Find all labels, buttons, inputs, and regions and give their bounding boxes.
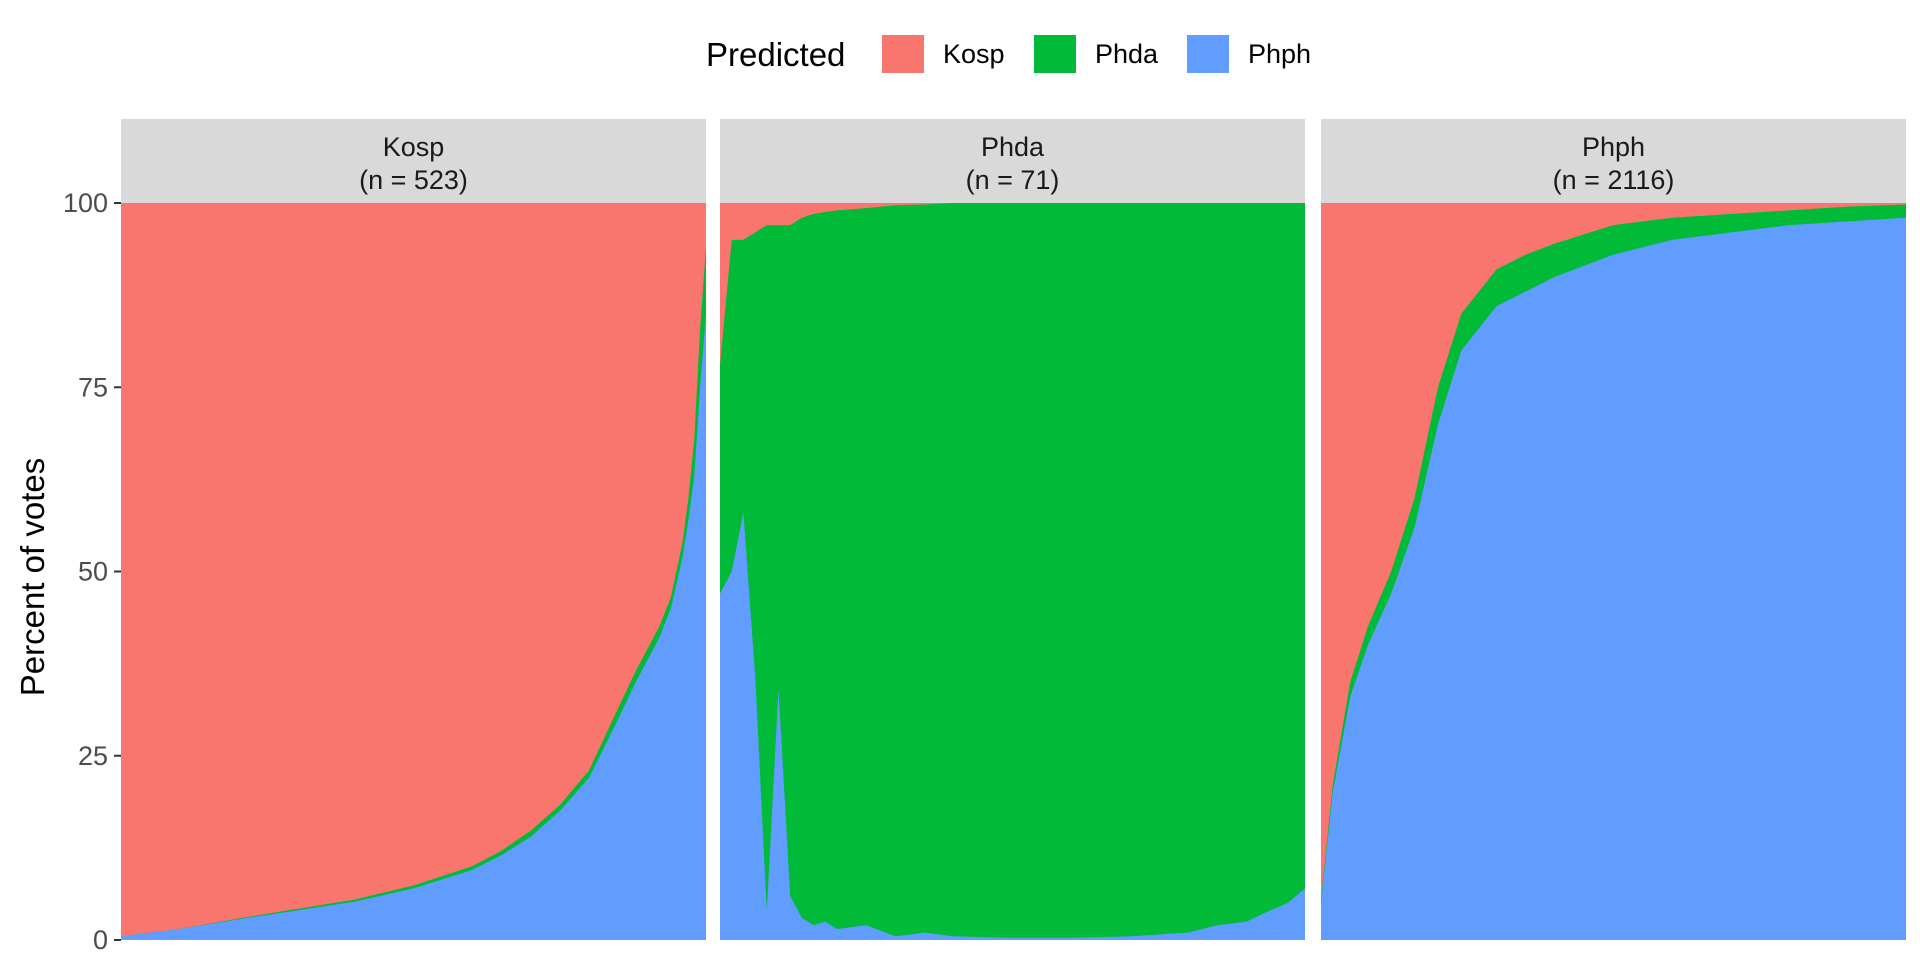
facet-count-phda: (n = 71)	[966, 165, 1060, 195]
legend-title: Predicted	[706, 36, 845, 73]
y-axis: 0 25 50 75 100	[63, 188, 121, 955]
y-tick-label-50: 50	[78, 557, 108, 587]
legend-label-kosp: Kosp	[943, 39, 1005, 69]
facet-title-phph: Phph	[1582, 132, 1645, 162]
facet-strip-phda	[720, 119, 1305, 203]
facet-title-kosp: Kosp	[383, 132, 445, 162]
area-phda-phda	[720, 203, 1305, 940]
legend: Predicted Kosp Phda Phph	[706, 35, 1311, 73]
area-phph-kosp	[121, 313, 706, 940]
legend-key-phph	[1187, 35, 1229, 73]
facet-kosp: Kosp(n = 523)	[121, 119, 706, 941]
legend-key-kosp	[882, 35, 924, 73]
facet-phda: Phda(n = 71)	[720, 119, 1305, 940]
legend-entry-phda: Phda	[1034, 35, 1159, 73]
facet-strip-phph	[1321, 119, 1906, 203]
legend-key-phda	[1034, 35, 1076, 73]
facet-title-phda: Phda	[981, 132, 1045, 162]
facet-count-kosp: (n = 523)	[359, 165, 468, 195]
y-tick-label-25: 25	[78, 741, 108, 771]
area-phph-phda	[720, 512, 1305, 940]
facet-phph: Phph(n = 2116)	[1321, 119, 1906, 941]
y-tick-label-75: 75	[78, 372, 108, 402]
legend-label-phph: Phph	[1248, 39, 1311, 69]
y-tick-label-100: 100	[63, 188, 108, 218]
facet-count-phph: (n = 2116)	[1553, 165, 1675, 195]
legend-label-phda: Phda	[1095, 39, 1159, 69]
facet-strip-kosp	[121, 119, 706, 203]
facet-panels: Kosp(n = 523)Phda(n = 71)Phph(n = 2116)	[121, 119, 1906, 941]
legend-entry-kosp: Kosp	[882, 35, 1005, 73]
y-tick-label-0: 0	[93, 925, 108, 955]
legend-entry-phph: Phph	[1187, 35, 1311, 73]
y-axis-title: Percent of votes	[14, 458, 51, 696]
area-phph-phph	[1321, 217, 1906, 941]
